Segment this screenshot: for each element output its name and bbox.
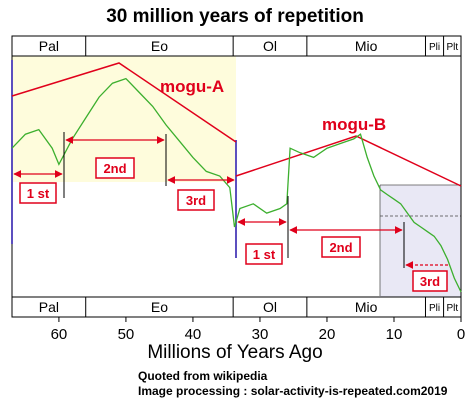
epoch-label-plt-bottom: Plt [446, 303, 458, 314]
phase-label-a-3rd-text: 3rd [186, 193, 206, 208]
chart-title: 30 million years of repetition [106, 6, 364, 27]
phase-label-b-1st: 1 st [245, 243, 283, 265]
series-line [11, 77, 462, 293]
x-tick-label-10: 10 [386, 326, 403, 343]
credit-source: Quoted from wikipedia [138, 369, 268, 383]
epoch-label-pal-top: Pal [39, 38, 59, 54]
epoch-label-ol-bottom: Ol [263, 299, 277, 315]
phase-label-b-1st-text: 1 st [253, 247, 276, 262]
epoch-label-eo-bottom: Eo [151, 299, 168, 315]
peak-label-mogu-b: mogu-B [322, 115, 386, 134]
epoch-label-pli-bottom: Pli [429, 303, 440, 314]
phase-label-a-2nd-text: 2nd [103, 161, 126, 176]
x-tick-label-20: 20 [319, 326, 336, 343]
phase-label-b-3rd: 3rd [412, 270, 448, 292]
credit-processing: Image processing : solar-activity-is-rep… [138, 384, 448, 398]
x-tick-label-0: 0 [457, 326, 465, 343]
x-axis-label: Millions of Years Ago [147, 342, 323, 363]
phase-label-a-2nd: 2nd [95, 157, 135, 179]
epoch-label-plt-top: Plt [446, 42, 458, 53]
epoch-band-bottom: Pal Eo Ol Mio Pli Plt [39, 297, 458, 317]
epoch-label-mio-bottom: Mio [355, 299, 378, 315]
phase-label-b-2nd: 2nd [321, 236, 361, 258]
x-tick-label-40: 40 [185, 326, 202, 343]
x-tick-label-60: 60 [51, 326, 68, 343]
x-tick-label-50: 50 [118, 326, 135, 343]
phase-label-a-1st: 1 st [19, 182, 57, 204]
epoch-label-pli-top: Pli [429, 42, 440, 53]
mogu-a-envelope [11, 62, 237, 143]
epoch-label-ol-top: Ol [263, 38, 277, 54]
peak-label-mogu-a: mogu-A [160, 77, 224, 96]
phase-label-a-1st-text: 1 st [27, 186, 50, 201]
x-tick-label-30: 30 [252, 326, 269, 343]
phase-label-b-3rd-text: 3rd [420, 274, 440, 289]
epoch-label-pal-bottom: Pal [39, 299, 59, 315]
phase-label-b-2nd-text: 2nd [329, 240, 352, 255]
epoch-label-eo-top: Eo [151, 38, 168, 54]
x-axis-ticks: 60 50 40 30 20 10 0 [51, 317, 465, 343]
phase-label-a-3rd: 3rd [177, 189, 215, 211]
epoch-band-top: Pal Eo Ol Mio Pli Plt [39, 36, 458, 56]
mogu-b-envelope [235, 135, 462, 187]
epoch-label-mio-top: Mio [355, 38, 378, 54]
